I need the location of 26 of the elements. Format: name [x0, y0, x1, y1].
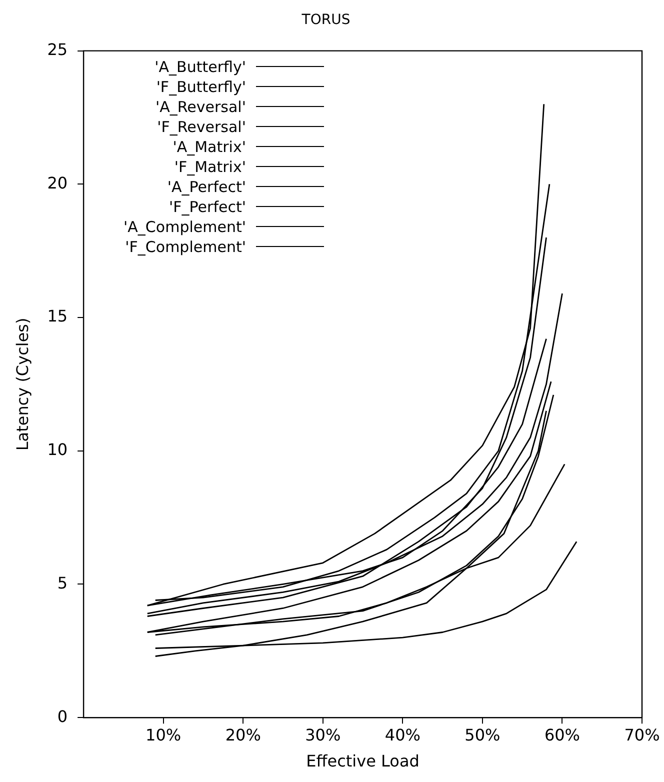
x-tick-label: 30% — [305, 725, 341, 744]
x-tick-label: 10% — [146, 725, 182, 744]
x-tick-label: 20% — [225, 725, 261, 744]
y-tick-label: 10 — [47, 440, 68, 460]
y-tick-label: 25 — [47, 40, 68, 59]
chart-title: TORUS — [300, 12, 350, 28]
legend-label: 'F_Reversal' — [157, 118, 246, 136]
x-tick-label: 70% — [624, 725, 660, 744]
x-axis-title: Effective Load — [306, 752, 420, 771]
legend-label: 'A_Complement' — [124, 218, 246, 236]
legend-label: 'F_Butterfly' — [156, 78, 246, 96]
y-tick-label: 0 — [57, 706, 68, 726]
y-axis-title: Latency (Cycles) — [12, 318, 32, 451]
legend-label: 'F_Perfect' — [169, 198, 246, 216]
y-tick-label: 15 — [47, 306, 68, 326]
legend-label: 'A_Reversal' — [156, 98, 246, 116]
y-tick-label: 20 — [47, 173, 68, 192]
legend-label: 'A_Butterfly' — [154, 58, 246, 76]
legend-label: 'F_Matrix' — [174, 158, 246, 176]
x-tick-label: 40% — [384, 725, 420, 744]
legend-label: 'F_Complement' — [125, 238, 246, 256]
legend-label: 'A_Perfect' — [167, 178, 246, 196]
legend-label: 'A_Matrix' — [172, 138, 246, 156]
x-tick-label: 50% — [464, 725, 500, 744]
y-tick-label: 5 — [57, 573, 68, 592]
x-tick-label: 60% — [544, 725, 580, 744]
